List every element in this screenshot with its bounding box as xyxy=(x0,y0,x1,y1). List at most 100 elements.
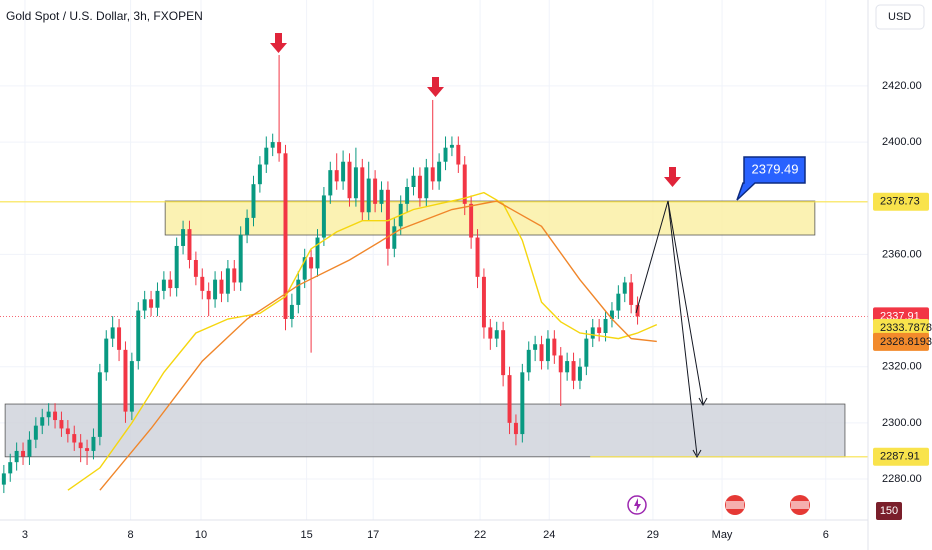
x-tick-label: 8 xyxy=(128,529,134,541)
candle-body xyxy=(622,282,627,294)
candle-body xyxy=(424,167,429,199)
callout: 2379.49 xyxy=(736,156,806,201)
candle-body xyxy=(65,428,70,435)
price-badge xyxy=(873,332,929,351)
candle-body xyxy=(149,299,154,308)
candle-body xyxy=(142,299,147,311)
candle-body xyxy=(475,237,480,277)
candle-body xyxy=(245,217,250,235)
candle-body xyxy=(251,184,256,218)
y-tick-label: 2300.00 xyxy=(882,417,922,429)
candle-body xyxy=(552,338,557,356)
candle-body xyxy=(155,290,160,308)
candle-body xyxy=(494,330,499,339)
candle-body xyxy=(353,167,358,199)
candle-body xyxy=(443,147,448,162)
candle-body xyxy=(193,260,198,277)
arrow-head xyxy=(692,449,702,459)
currency-button[interactable] xyxy=(875,4,925,30)
price-badge-label: 2333.7878 xyxy=(880,322,932,334)
candle-body xyxy=(270,142,275,148)
price-badge xyxy=(873,192,929,211)
volume-label: 150 xyxy=(880,505,898,517)
candle-body xyxy=(200,276,205,291)
down-arrow xyxy=(664,167,681,187)
candle-body xyxy=(315,237,320,269)
candle-body xyxy=(8,462,13,474)
candle-body xyxy=(462,164,467,204)
candle-body xyxy=(302,257,307,280)
candle-body xyxy=(456,144,461,165)
candle-body xyxy=(289,304,294,319)
candle-body xyxy=(469,203,474,238)
candle-body xyxy=(373,178,378,204)
x-tick-label: 10 xyxy=(195,529,207,541)
candle-body xyxy=(379,189,384,204)
y-tick-label: 2360.00 xyxy=(882,248,922,260)
zone xyxy=(4,403,846,458)
candle-body xyxy=(117,327,122,350)
y-tick-label: 2420.00 xyxy=(882,80,922,92)
candle-body xyxy=(488,327,493,339)
candle-body xyxy=(232,268,237,283)
currency-label: USD xyxy=(888,11,911,23)
candle-body xyxy=(225,268,230,294)
candle-body xyxy=(558,355,563,373)
x-tick-label: May xyxy=(712,529,733,541)
down-arrows xyxy=(270,33,681,187)
arrow-head xyxy=(698,397,708,407)
moving-average xyxy=(67,191,658,491)
candle-body xyxy=(411,175,416,187)
candle-body xyxy=(21,450,26,457)
candle-body xyxy=(366,178,371,213)
candle-body xyxy=(565,361,570,373)
callout-label: 2379.49 xyxy=(752,161,799,176)
candle-body xyxy=(27,439,32,457)
x-tick-label: 29 xyxy=(647,529,659,541)
y-tick-label: 2400.00 xyxy=(882,136,922,148)
x-tick-label: 6 xyxy=(823,529,829,541)
candle-body xyxy=(187,229,192,260)
candle-body xyxy=(264,147,269,165)
event-icon-glyph xyxy=(791,501,809,509)
candle-body xyxy=(219,279,224,294)
candle-body xyxy=(616,293,621,311)
callout-box xyxy=(736,156,806,201)
candle-body xyxy=(520,372,525,435)
candle-body xyxy=(72,434,77,443)
down-arrow xyxy=(270,33,287,53)
candle-body xyxy=(53,411,58,421)
candle-body xyxy=(123,349,128,412)
x-tick-label: 17 xyxy=(367,529,379,541)
candle-body xyxy=(449,144,454,148)
x-tick-label: 22 xyxy=(474,529,486,541)
candle-body xyxy=(110,327,115,339)
candle-body xyxy=(206,290,211,300)
candle-body xyxy=(129,361,134,412)
candle-body xyxy=(405,186,410,204)
candle-body xyxy=(571,361,576,381)
candle-body xyxy=(392,226,397,249)
candle-body xyxy=(430,167,435,182)
price-badge xyxy=(873,447,929,466)
candle-body xyxy=(526,349,531,373)
candle-body xyxy=(97,372,102,437)
candle-body xyxy=(501,330,506,376)
event-icon-glyph xyxy=(634,498,641,512)
candle-body xyxy=(334,170,339,182)
candle-body xyxy=(78,442,83,449)
candle-body xyxy=(181,229,186,246)
zone xyxy=(164,200,816,236)
moving-average xyxy=(99,200,657,491)
candle-body xyxy=(507,375,512,423)
candle-body xyxy=(481,276,486,328)
candle-body xyxy=(238,234,243,283)
candle-body xyxy=(341,161,346,182)
candle-body xyxy=(174,245,179,289)
candle-body xyxy=(257,164,262,185)
candle-body xyxy=(136,310,141,362)
candle-body xyxy=(91,436,96,451)
zone-layer xyxy=(0,200,868,458)
